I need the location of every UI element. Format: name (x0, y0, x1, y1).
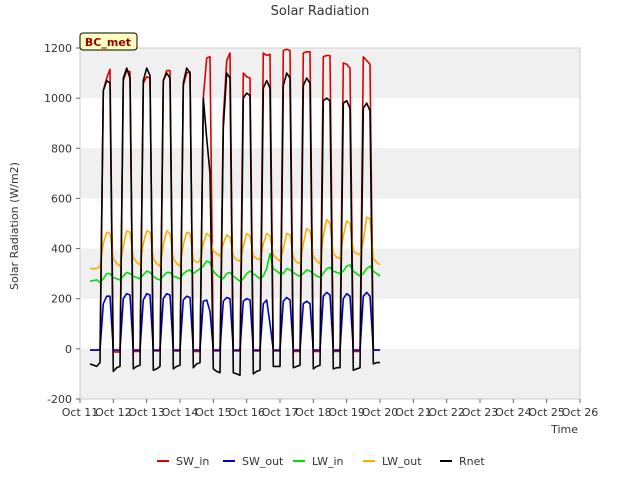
grid-band (80, 348, 580, 399)
x-tick-label: Oct 14 (162, 406, 199, 419)
legend-label: Rnet (459, 455, 485, 468)
x-tick-label: Oct 21 (395, 406, 432, 419)
series-layer (89, 48, 381, 376)
x-tick-label: Oct 22 (428, 406, 465, 419)
x-tick-label: Oct 17 (262, 406, 299, 419)
legend-label: SW_out (242, 455, 284, 468)
plot-area-frame (79, 47, 581, 400)
y-tick-label: 0 (65, 343, 72, 356)
x-tick-label: Oct 13 (128, 406, 165, 419)
y-tick-label: 400 (51, 243, 72, 256)
x-tick-label: Oct 18 (295, 406, 332, 419)
x-tick-label: Oct 23 (462, 406, 499, 419)
y-tick-label: 600 (51, 192, 72, 205)
station-badge-text: BC_met (85, 36, 131, 49)
legend-label: LW_out (382, 455, 422, 468)
x-axis-label: Time (550, 423, 578, 436)
x-tick-label: Oct 15 (195, 406, 232, 419)
grid-band (80, 248, 580, 299)
y-tick-label: 200 (51, 293, 72, 306)
y-tick-label: -200 (47, 393, 72, 406)
legend-label: SW_in (176, 455, 209, 468)
legend-label: LW_in (312, 455, 344, 468)
y-axis: -200 0 200 400 600 800 1000 1200 (44, 42, 80, 406)
x-tick-label: Oct 26 (562, 406, 599, 419)
series-line-rnet (89, 67, 380, 376)
x-tick-label: Oct 16 (228, 406, 265, 419)
chart-title: Solar Radiation (271, 4, 370, 19)
x-tick-label: Oct 25 (528, 406, 565, 419)
station-badge-box (79, 32, 138, 51)
x-tick-label: Oct 12 (95, 406, 132, 419)
x-tick-label: Oct 24 (495, 406, 532, 419)
x-tick-label: Oct 11 (62, 406, 99, 419)
x-tick-label: Oct 19 (328, 406, 365, 419)
y-tick-label: 1000 (44, 92, 72, 105)
y-axis-label: Solar Radiation (W/m2) (8, 162, 21, 290)
y-tick-label: 1200 (44, 42, 72, 55)
x-tick-label: Oct 20 (362, 406, 399, 419)
legend: SW_in SW_out LW_in LW_out Rnet (157, 455, 485, 468)
station-badge: BC_met (79, 32, 138, 51)
y-tick-label: 800 (51, 142, 72, 155)
